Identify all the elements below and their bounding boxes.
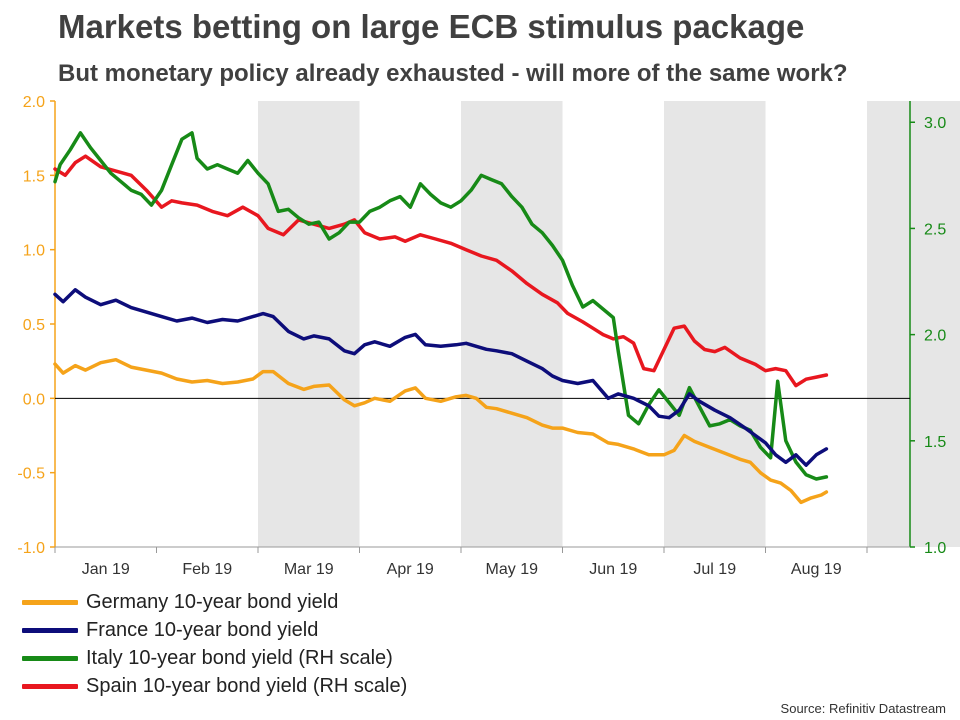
shaded-month-bands [258, 101, 960, 547]
left-axis-tick-label: 2.0 [23, 94, 45, 111]
series-line-italy [53, 131, 829, 481]
shaded-band [258, 101, 360, 547]
right-axis-tick-label: 3.0 [924, 115, 946, 132]
axes-layer: 2.0 1.5 1.0 0.5 0.0 -0.5 -1.0 3.0 2.5 2.0 1.5 1.0 Ja… [17, 94, 946, 578]
x-axis-tick-label: Jul 19 [693, 561, 736, 578]
legend: Germany 10-year bond yield France 10-yea… [22, 588, 407, 700]
series-line-spain [53, 154, 829, 388]
legend-label-germany: Germany 10-year bond yield [86, 590, 339, 613]
x-axis-tick-label: Feb 19 [182, 561, 232, 578]
chart-title: Markets betting on large ECB stimulus pa… [58, 8, 805, 45]
x-axis-tick-label: Jun 19 [589, 561, 637, 578]
right-axis-tick-label: 1.5 [924, 434, 946, 451]
series-line-france [53, 288, 829, 467]
left-axis-tick-label: -0.5 [17, 466, 45, 483]
legend-swatch-germany [22, 599, 78, 605]
legend-swatch-france [22, 627, 78, 633]
shaded-band [664, 101, 766, 547]
legend-label-france: France 10-year bond yield [86, 618, 319, 641]
x-axis-tick-label: May 19 [486, 561, 539, 578]
left-axis-tick-label: 0.0 [23, 391, 45, 408]
legend-item-france: France 10-year bond yield [22, 616, 407, 644]
left-axis-tick-label: 1.0 [23, 243, 45, 260]
x-axis-tick-label: Jan 19 [82, 561, 130, 578]
right-axis-tick-label: 2.0 [924, 328, 946, 345]
legend-item-germany: Germany 10-year bond yield [22, 588, 407, 616]
legend-label-italy: Italy 10-year bond yield (RH scale) [86, 646, 393, 669]
left-axis-tick-label: 0.5 [23, 317, 45, 334]
chart-subtitle: But monetary policy already exhausted - … [58, 60, 848, 87]
right-axis-tick-label: 1.0 [924, 540, 946, 557]
shaded-band [867, 101, 960, 547]
x-axis-tick-label: Mar 19 [284, 561, 334, 578]
legend-item-spain: Spain 10-year bond yield (RH scale) [22, 672, 407, 700]
left-axis-tick-label: 1.5 [23, 168, 45, 185]
shaded-band [461, 101, 563, 547]
source-note: Source: Refinitiv Datastream [780, 701, 946, 716]
series-layer [53, 131, 829, 505]
series-line-germany [53, 357, 829, 505]
right-axis-tick-label: 2.5 [924, 221, 946, 238]
legend-swatch-italy [22, 655, 78, 661]
x-axis-tick-label: Apr 19 [387, 561, 434, 578]
left-axis-tick-label: -1.0 [17, 540, 45, 557]
legend-item-italy: Italy 10-year bond yield (RH scale) [22, 644, 407, 672]
legend-label-spain: Spain 10-year bond yield (RH scale) [86, 674, 408, 697]
x-axis-tick-label: Aug 19 [791, 561, 842, 578]
legend-swatch-spain [22, 683, 78, 689]
